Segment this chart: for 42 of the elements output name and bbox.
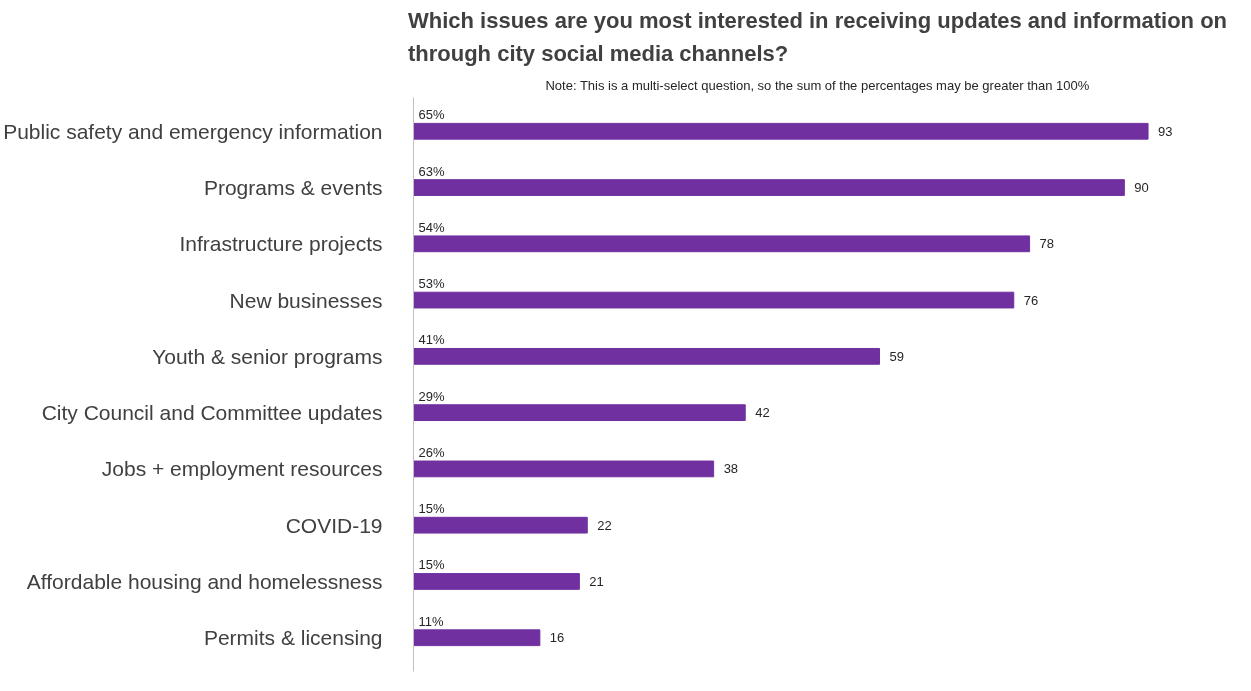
data-label: 93	[1158, 123, 1173, 139]
bar	[413, 291, 1015, 309]
bar	[413, 122, 1149, 140]
data-label: 42	[755, 405, 770, 421]
data-label: 38	[723, 461, 739, 477]
bar	[413, 460, 715, 478]
annotation: 65%	[418, 107, 445, 123]
data-label: 90	[1134, 180, 1149, 196]
bar	[413, 516, 588, 534]
data-label: 76	[1023, 292, 1039, 308]
annotation: 29%	[418, 388, 445, 404]
data-label: 78	[1039, 236, 1055, 252]
bar	[413, 629, 541, 647]
annotation: 41%	[418, 332, 445, 348]
y-tick-label: Youth & senior programs	[152, 344, 383, 368]
chart-subtitle: Note: This is a multi-select question, so the sum of the percentages may be greater than 100%	[545, 77, 1090, 93]
bar	[413, 573, 580, 590]
data-label: 22	[597, 517, 612, 533]
annotation: 53%	[418, 276, 445, 292]
bar	[413, 235, 1031, 253]
y-tick-label: Affordable housing and homelessness	[26, 569, 383, 593]
chart-title: Which issues are you most interested in receiving updates and information on through city social media channels?	[407, 8, 1228, 66]
annotation: 26%	[418, 444, 445, 460]
annotation: 11%	[418, 613, 444, 629]
y-tick-label: New businesses	[229, 288, 383, 312]
annotation: 15%	[418, 557, 445, 573]
y-tick-label: COVID-19	[285, 513, 383, 537]
y-tick-label: Jobs + employment resources	[101, 457, 383, 481]
data-label: 59	[889, 348, 904, 364]
y-tick-label: Programs & events	[203, 176, 383, 200]
data-label: 21	[589, 573, 604, 589]
bar	[413, 179, 1125, 196]
annotation: 63%	[418, 163, 445, 179]
bar	[413, 404, 746, 422]
annotation: 15%	[418, 501, 445, 517]
y-tick-label: Infrastructure projects	[179, 232, 383, 256]
data-label: 16	[549, 630, 565, 646]
y-tick-label: City Council and Committee updates	[41, 401, 383, 425]
bar	[413, 347, 880, 365]
y-tick-label: Permits & licensing	[203, 626, 383, 650]
y-tick-label: Public safety and emergency information	[3, 119, 383, 143]
annotation: 54%	[418, 219, 445, 235]
